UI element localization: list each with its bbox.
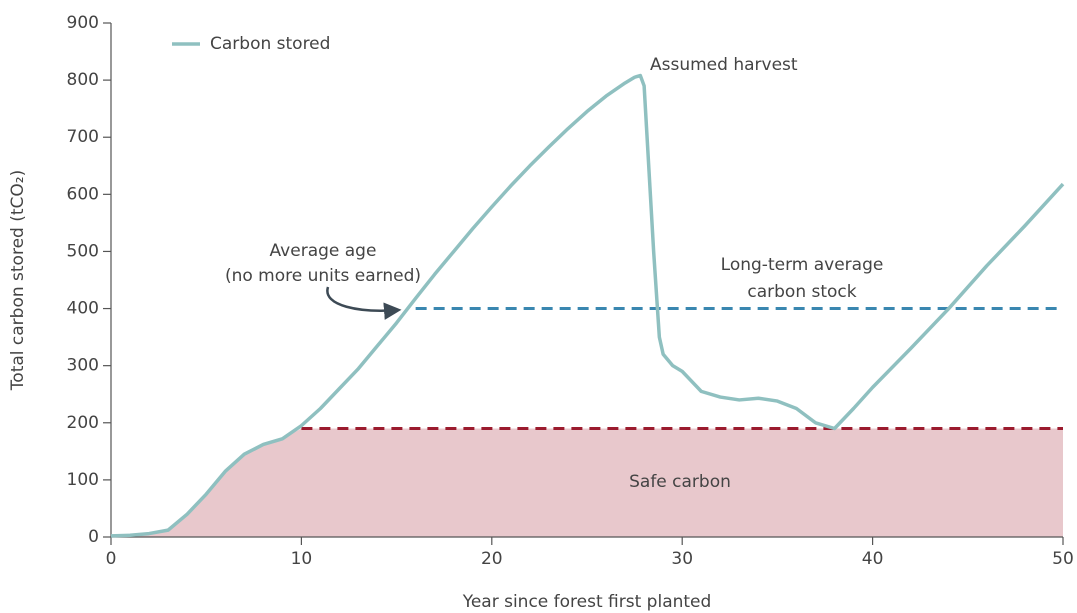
annotation: Assumed harvest bbox=[650, 55, 798, 75]
y-axis-label: Total carbon stored (tCO₂) bbox=[8, 170, 28, 391]
y-tick-label: 800 bbox=[67, 70, 99, 90]
x-tick-label: 40 bbox=[862, 549, 884, 569]
y-tick-label: 500 bbox=[67, 241, 99, 261]
y-tick-label: 700 bbox=[67, 127, 99, 147]
x-tick-label: 10 bbox=[291, 549, 313, 569]
y-tick-label: 900 bbox=[67, 13, 99, 33]
x-tick-label: 20 bbox=[481, 549, 503, 569]
data-line bbox=[110, 73, 1065, 538]
annotation: Safe carbon bbox=[629, 472, 731, 492]
y-tick-label: 0 bbox=[88, 527, 99, 547]
arrow bbox=[326, 286, 402, 320]
x-tick-label: 50 bbox=[1052, 549, 1074, 569]
annotation: Long-term average bbox=[721, 255, 884, 275]
y-tick-label: 100 bbox=[67, 470, 99, 490]
y-tick-label: 300 bbox=[67, 356, 99, 376]
legend-label: Carbon stored bbox=[210, 34, 330, 54]
y-tick-label: 200 bbox=[67, 413, 99, 433]
x-tick-label: 30 bbox=[671, 549, 693, 569]
annotation: (no more units earned) bbox=[225, 266, 421, 286]
x-tick-label: 0 bbox=[106, 549, 117, 569]
annotation: Average age bbox=[270, 241, 377, 261]
safe-area bbox=[111, 428, 1063, 537]
y-tick-label: 400 bbox=[67, 299, 99, 319]
annotation: carbon stock bbox=[747, 282, 856, 302]
y-tick-label: 600 bbox=[67, 184, 99, 204]
x-axis-label: Year since forest first planted bbox=[462, 592, 712, 612]
